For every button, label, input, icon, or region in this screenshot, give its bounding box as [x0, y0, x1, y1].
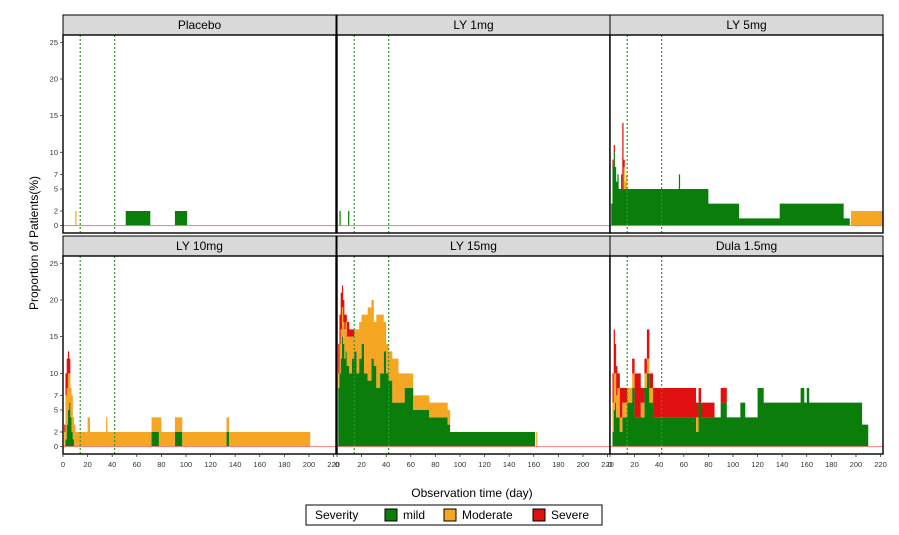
legend-label-mild: mild — [403, 508, 425, 522]
y-tick-label: 20 — [50, 296, 58, 305]
y-tick-label: 20 — [50, 75, 58, 84]
y-tick-label: 7 — [54, 170, 58, 179]
x-tick-label: 220 — [874, 460, 887, 469]
x-tick-label: 80 — [157, 460, 165, 469]
x-tick-label: 100 — [454, 460, 467, 469]
y-tick-label: 25 — [50, 259, 58, 268]
panel-plot-area — [63, 256, 336, 454]
panel-frame — [609, 34, 884, 234]
y-tick-label: 15 — [50, 332, 58, 341]
x-tick-label: 20 — [357, 460, 365, 469]
x-tick-label: 140 — [229, 460, 242, 469]
y-tick-label: 2 — [54, 428, 58, 437]
panel-5: Dula 1.5mg — [609, 235, 884, 455]
x-tick-label: 0 — [61, 460, 65, 469]
panel-frame — [609, 255, 884, 455]
y-tick-label: 2 — [54, 207, 58, 216]
x-tick-label: 60 — [680, 460, 688, 469]
legend-label-severe: Severe — [551, 508, 589, 522]
x-tick-label: 40 — [655, 460, 663, 469]
x-tick-label: 20 — [630, 460, 638, 469]
x-axis-title: Observation time (day) — [411, 486, 532, 500]
panel-title: LY 15mg — [450, 239, 497, 253]
y-tick-label: 5 — [54, 406, 58, 415]
x-tick-label: 200 — [303, 460, 316, 469]
y-tick-label: 0 — [54, 442, 58, 451]
legend: Severity mild Moderate Severe — [305, 504, 603, 526]
series-area-mild — [337, 336, 610, 447]
series-area-moderate — [610, 152, 883, 226]
panel-frame — [62, 255, 337, 455]
x-tick-label: 220 — [327, 460, 340, 469]
panel-plot-area — [63, 35, 336, 233]
x-tick-label: 60 — [133, 460, 141, 469]
panel-plot-area — [337, 35, 610, 233]
panel-2: LY 5mg — [609, 14, 884, 234]
x-tick-label: 160 — [800, 460, 813, 469]
y-axis-title: Proportion of Patients(%) — [27, 176, 41, 310]
x-tick-label: 160 — [253, 460, 266, 469]
panel-title: LY 5mg — [726, 18, 766, 32]
legend-swatch-mild — [384, 508, 398, 522]
x-tick-label: 40 — [382, 460, 390, 469]
x-tick-label: 0 — [608, 460, 612, 469]
series-area-moderate — [63, 373, 336, 447]
x-tick-label: 120 — [751, 460, 764, 469]
series-area-moderate — [337, 300, 610, 447]
legend-swatch-severe — [532, 508, 546, 522]
legend-swatch-moderate — [443, 508, 457, 522]
series-area-mild — [610, 373, 883, 447]
x-tick-label: 180 — [552, 460, 565, 469]
legend-label-moderate: Moderate — [462, 508, 513, 522]
y-tick-label: 10 — [50, 369, 58, 378]
series-area-mild — [610, 152, 883, 226]
y-tick-label: 15 — [50, 111, 58, 120]
panel-title: LY 10mg — [176, 239, 223, 253]
y-tick-label: 10 — [50, 148, 58, 157]
panel-4: LY 15mg — [336, 235, 611, 455]
series-area-mild — [63, 211, 336, 226]
y-tick-label: 7 — [54, 391, 58, 400]
x-tick-label: 100 — [727, 460, 740, 469]
x-tick-label: 140 — [776, 460, 789, 469]
x-tick-label: 180 — [825, 460, 838, 469]
x-tick-label: 220 — [601, 460, 614, 469]
x-tick-label: 80 — [431, 460, 439, 469]
x-tick-label: 200 — [577, 460, 590, 469]
x-tick-label: 40 — [108, 460, 116, 469]
y-tick-label: 5 — [54, 185, 58, 194]
x-tick-label: 120 — [204, 460, 217, 469]
panel-title: Dula 1.5mg — [716, 239, 777, 253]
panel-title: Placebo — [178, 18, 222, 32]
x-tick-label: 140 — [503, 460, 516, 469]
x-tick-label: 160 — [527, 460, 540, 469]
panel-title: LY 1mg — [453, 18, 493, 32]
panel-frame — [62, 34, 337, 234]
x-tick-label: 60 — [407, 460, 415, 469]
x-tick-label: 120 — [478, 460, 491, 469]
legend-title: Severity — [315, 508, 358, 522]
x-tick-label: 100 — [180, 460, 193, 469]
y-tick-label: 25 — [50, 38, 58, 47]
x-tick-label: 200 — [850, 460, 863, 469]
x-tick-label: 20 — [83, 460, 91, 469]
y-tick-label: 0 — [54, 221, 58, 230]
x-tick-label: 80 — [704, 460, 712, 469]
panel-1: LY 1mg — [336, 14, 611, 234]
x-tick-label: 0 — [335, 460, 339, 469]
series-area-severe — [610, 329, 883, 447]
x-tick-label: 180 — [278, 460, 291, 469]
